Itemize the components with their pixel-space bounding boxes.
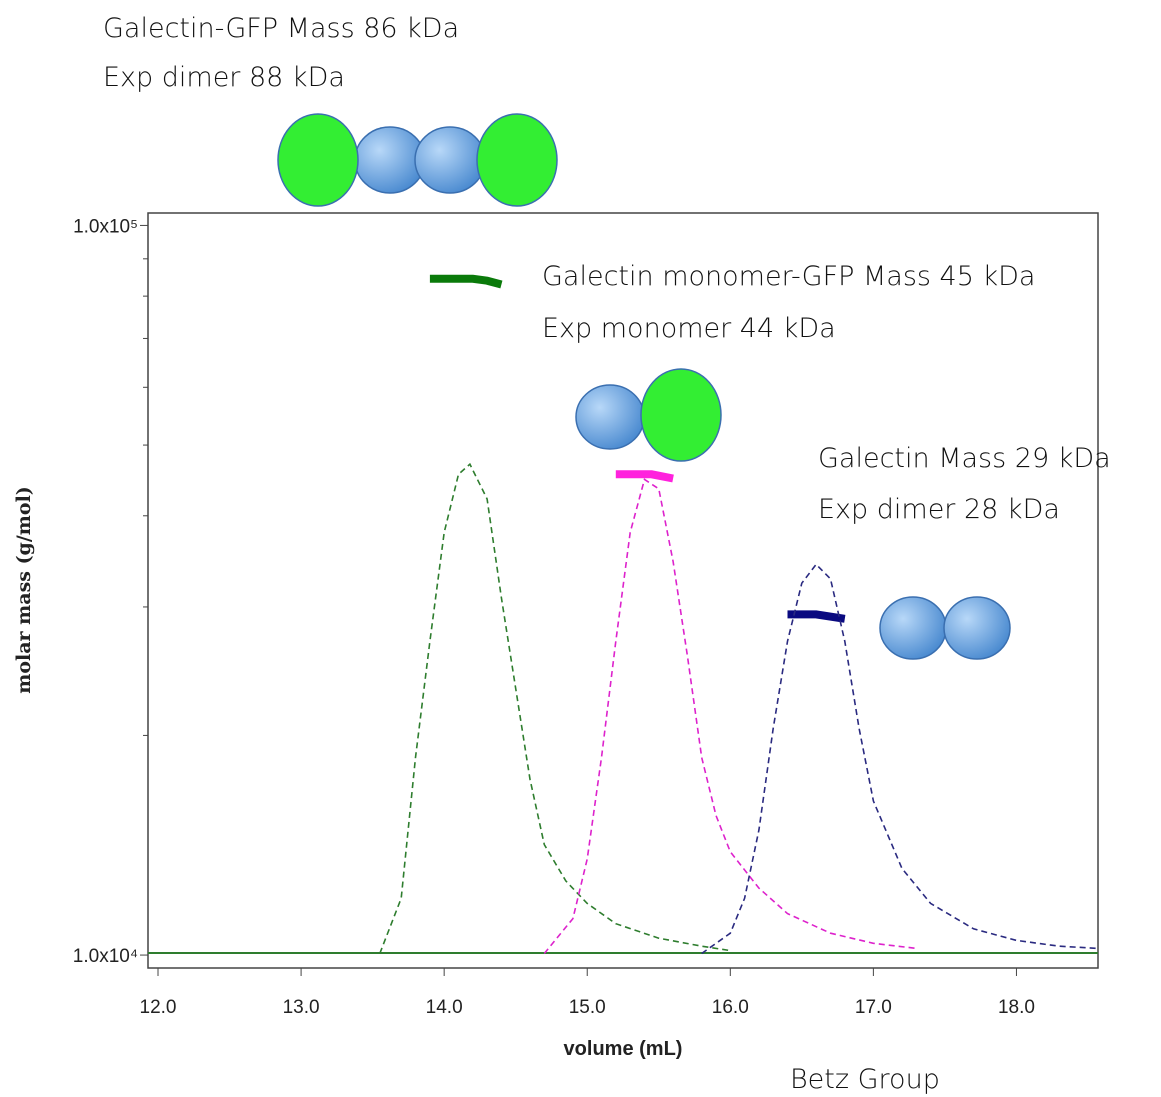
x-tick-label: 16.0 [712, 997, 749, 1018]
x-tick-label: 14.0 [426, 997, 463, 1018]
y-tick-label: 1.0x10⁴ [73, 946, 138, 967]
signal-line [380, 464, 731, 953]
molar-mass-line [430, 279, 502, 285]
x-tick-label: 12.0 [140, 997, 177, 1018]
annotation: Exp monomer 44 kDa [542, 313, 836, 344]
monomer-gfp-icon [576, 369, 721, 461]
x-tick-label: 13.0 [283, 997, 320, 1018]
annotation: Betz Group [790, 1064, 940, 1095]
chart: Galectin-GFP Mass 86 kDa Exp dimer 88 kD… [0, 0, 1161, 1097]
annotation: Galectin monomer-GFP Mass 45 kDa [542, 261, 1035, 292]
x-axis-label: volume (mL) [564, 1038, 683, 1060]
annotation: Exp dimer 28 kDa [818, 494, 1060, 525]
y-axis-label: molar mass (g/mol) [13, 486, 35, 694]
signal-line [544, 479, 916, 953]
annotation: Galectin Mass 29 kDa [818, 443, 1111, 474]
annotation: Exp dimer 88 kDa [103, 62, 345, 93]
galectin-dimer-icon [880, 597, 1010, 659]
y-tick-label: 1.0x10⁵ [73, 216, 138, 237]
x-tick-label: 17.0 [855, 997, 892, 1018]
molar-mass-line [788, 614, 845, 618]
annotation: Galectin-GFP Mass 86 kDa [103, 13, 459, 44]
molar-mass-line [616, 474, 673, 478]
dimer-gfp-icon [278, 114, 557, 206]
x-tick-label: 15.0 [569, 997, 606, 1018]
x-tick-label: 18.0 [998, 997, 1035, 1018]
